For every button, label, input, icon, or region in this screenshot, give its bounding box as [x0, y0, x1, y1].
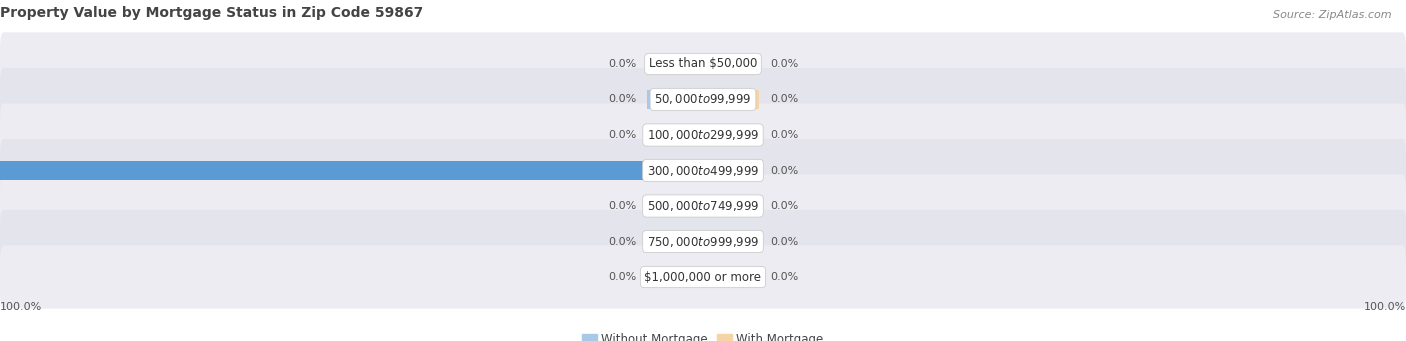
- Bar: [647, 196, 703, 216]
- Bar: [647, 54, 703, 74]
- Text: 0.0%: 0.0%: [770, 201, 799, 211]
- Bar: [703, 125, 759, 145]
- Text: 0.0%: 0.0%: [770, 130, 799, 140]
- Bar: [647, 267, 703, 287]
- FancyBboxPatch shape: [0, 210, 1406, 273]
- Text: Less than $50,000: Less than $50,000: [648, 58, 758, 71]
- Text: 0.0%: 0.0%: [607, 130, 637, 140]
- Text: 0.0%: 0.0%: [607, 272, 637, 282]
- Bar: [703, 161, 759, 180]
- Text: 0.0%: 0.0%: [607, 201, 637, 211]
- Text: $300,000 to $499,999: $300,000 to $499,999: [647, 163, 759, 178]
- FancyBboxPatch shape: [0, 32, 1406, 95]
- FancyBboxPatch shape: [0, 103, 1406, 167]
- Bar: [647, 232, 703, 251]
- Text: $1,000,000 or more: $1,000,000 or more: [644, 270, 762, 283]
- Bar: [703, 267, 759, 287]
- Bar: [647, 90, 703, 109]
- FancyBboxPatch shape: [0, 139, 1406, 202]
- Text: 0.0%: 0.0%: [770, 272, 799, 282]
- Text: 0.0%: 0.0%: [770, 94, 799, 104]
- Text: 0.0%: 0.0%: [770, 59, 799, 69]
- Legend: Without Mortgage, With Mortgage: Without Mortgage, With Mortgage: [578, 329, 828, 341]
- Text: $500,000 to $749,999: $500,000 to $749,999: [647, 199, 759, 213]
- FancyBboxPatch shape: [0, 68, 1406, 131]
- Bar: [703, 90, 759, 109]
- Text: $750,000 to $999,999: $750,000 to $999,999: [647, 235, 759, 249]
- Bar: [703, 196, 759, 216]
- Text: $100,000 to $299,999: $100,000 to $299,999: [647, 128, 759, 142]
- Text: 100.0%: 100.0%: [1364, 302, 1406, 312]
- Bar: [647, 125, 703, 145]
- Bar: [703, 54, 759, 74]
- FancyBboxPatch shape: [0, 174, 1406, 238]
- Bar: [0, 161, 703, 180]
- Text: 0.0%: 0.0%: [607, 237, 637, 247]
- Text: 0.0%: 0.0%: [607, 59, 637, 69]
- Text: $50,000 to $99,999: $50,000 to $99,999: [654, 92, 752, 106]
- Text: Property Value by Mortgage Status in Zip Code 59867: Property Value by Mortgage Status in Zip…: [0, 6, 423, 20]
- Text: 0.0%: 0.0%: [770, 237, 799, 247]
- Bar: [703, 232, 759, 251]
- FancyBboxPatch shape: [0, 246, 1406, 309]
- Text: 0.0%: 0.0%: [607, 94, 637, 104]
- Text: Source: ZipAtlas.com: Source: ZipAtlas.com: [1274, 10, 1392, 20]
- Text: 0.0%: 0.0%: [770, 165, 799, 176]
- Text: 100.0%: 100.0%: [0, 302, 42, 312]
